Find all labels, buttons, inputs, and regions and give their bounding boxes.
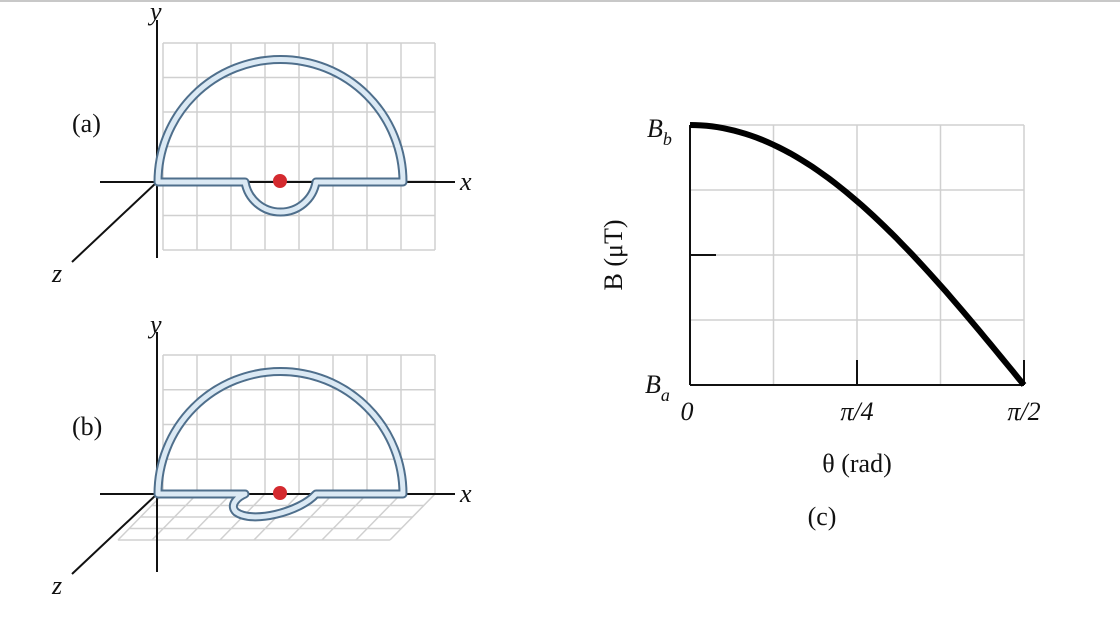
x-tick-label: π/2: [1007, 397, 1040, 426]
symbol: B: [645, 370, 661, 399]
panel-label: (c): [808, 502, 837, 531]
y-axis-title: B (μT): [599, 220, 628, 291]
x-tick-label: π/4: [840, 397, 873, 426]
point-p: [273, 486, 287, 500]
y-top-label: Bb: [647, 114, 672, 149]
grid-line: [389, 493, 436, 541]
symbol: B: [647, 114, 663, 143]
axis-label: y: [147, 310, 162, 339]
x-axis-title: θ (rad): [822, 449, 891, 478]
z-axis: [71, 181, 158, 263]
x-tick-label: 0: [681, 397, 694, 426]
wire-loop: [155, 57, 406, 215]
axis-label: y: [147, 0, 162, 26]
point-p: [273, 174, 287, 188]
z-axis: [71, 493, 158, 575]
curve: [689, 122, 1027, 387]
panel-label: (b): [72, 412, 102, 441]
subscript: a: [661, 385, 670, 405]
axis-label: x: [459, 167, 472, 196]
panel-label: (a): [72, 109, 101, 138]
y-bottom-label: Ba: [645, 370, 670, 405]
axis-label: z: [51, 259, 62, 288]
wire-loop: [155, 369, 406, 520]
subscript: b: [663, 129, 672, 149]
panel-b: y x z (b): [51, 310, 472, 600]
axis-label: x: [459, 479, 472, 508]
axis-label: z: [51, 571, 62, 600]
panel-a: y x z (a): [51, 0, 472, 288]
